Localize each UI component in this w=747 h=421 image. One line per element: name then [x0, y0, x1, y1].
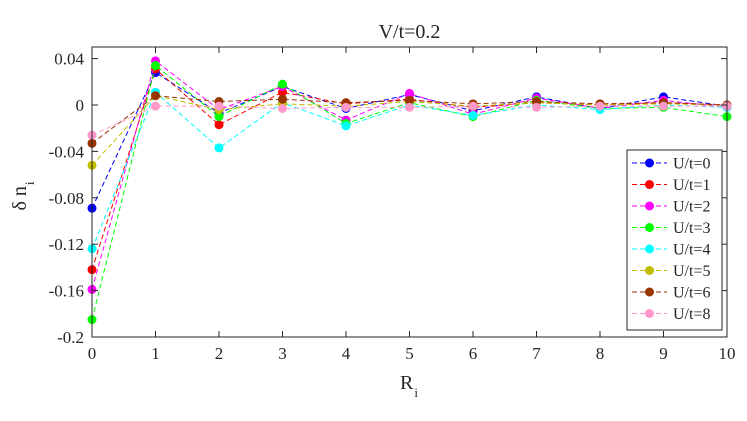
legend-marker	[645, 223, 654, 232]
data-point	[214, 143, 224, 153]
data-point	[405, 95, 414, 105]
legend-item: U/t=6	[632, 285, 710, 302]
x-tick-label: 9	[659, 344, 668, 363]
y-tick-label: 0.04	[54, 50, 84, 69]
y-axis-title: δ ni	[9, 181, 37, 210]
data-point	[595, 101, 605, 111]
x-tick-label: 7	[532, 344, 541, 363]
legend-label: U/t=1	[673, 177, 710, 194]
data-point	[659, 101, 668, 111]
legend-item: U/t=3	[632, 220, 710, 237]
x-tick-label: 10	[719, 344, 736, 363]
legend-label: U/t=3	[673, 220, 710, 237]
data-point	[151, 101, 160, 111]
y-tick-label: 0	[76, 96, 85, 115]
legend-item: U/t=2	[632, 199, 710, 216]
legend-marker	[645, 244, 654, 254]
x-tick-label: 4	[342, 344, 351, 363]
data-point	[278, 79, 287, 89]
legend-marker	[645, 309, 654, 318]
data-point	[468, 110, 478, 120]
data-point	[214, 120, 224, 130]
legend-item: U/t=8	[632, 306, 710, 323]
data-point	[214, 101, 224, 111]
data-point	[405, 102, 414, 112]
legend-marker	[645, 158, 654, 168]
legend-label: U/t=5	[673, 263, 710, 280]
ticks-layer: 0 1 2 3 4 5 6 7 8 9 10 0.04 0 -0.04 -0.08 -0.12 -0.16 -0.…	[49, 47, 736, 363]
series-line	[91, 95, 728, 144]
x-tick-label: 2	[215, 344, 224, 363]
legend-label: U/t=6	[673, 285, 710, 302]
x-tick-label: 8	[596, 344, 605, 363]
x-tick-label: 3	[278, 344, 287, 363]
series-line	[91, 60, 728, 290]
data-point	[341, 121, 351, 131]
data-point	[405, 88, 414, 98]
legend-label: U/t=0	[673, 156, 710, 173]
y-tick-label: -0.16	[49, 282, 84, 301]
y-tick-label: -0.04	[49, 142, 85, 161]
y-tick-label: -0.2	[57, 328, 84, 347]
data-point	[532, 102, 541, 112]
legend-marker	[645, 266, 654, 275]
legend-label: U/t=2	[673, 199, 710, 216]
legend-box	[626, 149, 723, 331]
legend-label: U/t=8	[673, 306, 710, 323]
y-tick-label: -0.12	[49, 235, 84, 254]
legend: U/t=0 U/t=1 U/t=2 U/t=3 U/t=4 U/t=5 U/t=6 U/t=8	[626, 149, 723, 331]
data-point	[341, 102, 351, 112]
legend-marker	[645, 287, 654, 297]
legend-label: U/t=4	[673, 242, 710, 259]
series-line	[91, 95, 728, 166]
legend-item: U/t=0	[632, 156, 710, 173]
x-tick-label: 1	[151, 344, 160, 363]
chart-title: V/t=0.2	[379, 21, 441, 43]
data-point	[151, 61, 160, 71]
series-layer	[87, 56, 732, 325]
legend-item: U/t=1	[632, 177, 710, 194]
data-point	[151, 91, 160, 101]
y-tick-label: -0.08	[49, 189, 84, 208]
y-axis-title-subscript: i	[22, 181, 37, 185]
legend-item: U/t=5	[632, 263, 710, 280]
data-point	[468, 101, 478, 111]
legend-item: U/t=4	[632, 242, 710, 259]
x-tick-label: 0	[88, 344, 97, 363]
x-axis-title-subscript: i	[414, 385, 418, 400]
x-tick-label: 6	[469, 344, 478, 363]
series-U/t=8	[87, 101, 732, 140]
x-tick-label: 5	[405, 344, 414, 363]
legend-marker	[645, 180, 654, 189]
data-point	[214, 112, 224, 122]
x-axis-title: Ri	[400, 372, 418, 400]
data-point	[278, 94, 287, 104]
data-point	[278, 103, 287, 113]
legend-marker	[645, 201, 654, 211]
